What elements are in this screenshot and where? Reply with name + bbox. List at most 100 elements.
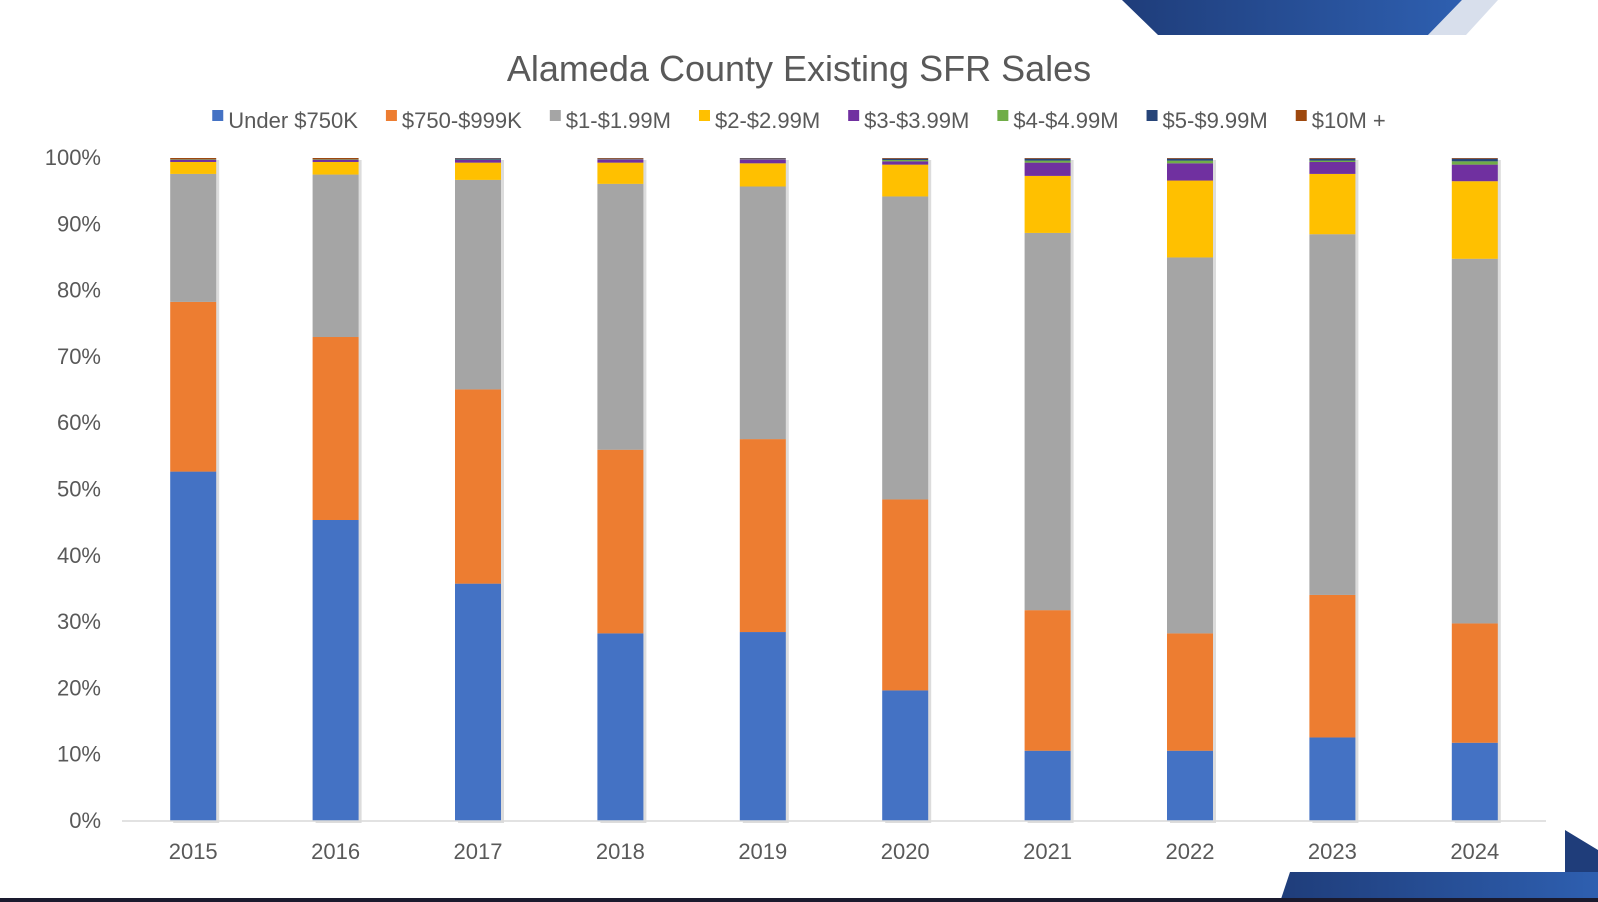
legend-item-2-2-99m: $2-$2.99M xyxy=(699,108,820,133)
bar-segment-under-750k-2016 xyxy=(313,520,359,821)
legend-item-3-3-99m: $3-$3.99M xyxy=(848,108,969,133)
legend-item-under-750k: Under $750K xyxy=(212,108,358,133)
bar-segment-2-2-99m-2024 xyxy=(1452,181,1498,259)
bar-stack-2023 xyxy=(1309,158,1358,823)
legend-label: $5-$9.99M xyxy=(1163,108,1268,133)
bar-segment-3-3-99m-2022 xyxy=(1167,163,1213,180)
y-tick-label: 40% xyxy=(57,543,101,568)
bar-segment-1-1-99m-2018 xyxy=(597,184,643,450)
bar-segment-3-3-99m-2016 xyxy=(313,160,359,162)
y-tick-label: 20% xyxy=(57,675,101,700)
legend-swatch xyxy=(550,110,561,121)
bar-segment-750-999k-2016 xyxy=(313,337,359,520)
legend-item-4-4-99m: $4-$4.99M xyxy=(997,108,1118,133)
legend-label: $1-$1.99M xyxy=(566,108,671,133)
legend-swatch xyxy=(386,110,397,121)
legend-label: $750-$999K xyxy=(402,108,522,133)
y-tick-label: 80% xyxy=(57,278,101,303)
bar-segment-2-2-99m-2019 xyxy=(740,163,786,186)
bar-segment-3-3-99m-2024 xyxy=(1452,165,1498,182)
bar-stack-2021 xyxy=(1025,158,1074,823)
bar-segment-750-999k-2021 xyxy=(1025,610,1071,751)
bar-segment-2-2-99m-2016 xyxy=(313,162,359,175)
bar-segment-1-1-99m-2020 xyxy=(882,196,928,499)
y-tick-label: 10% xyxy=(57,742,101,767)
bar-segment-2-2-99m-2015 xyxy=(170,162,216,174)
bar-segment-2-2-99m-2023 xyxy=(1309,174,1355,234)
bar-segment-1-1-99m-2021 xyxy=(1025,233,1071,610)
bar-segment-under-750k-2023 xyxy=(1309,737,1355,821)
x-tick-label: 2018 xyxy=(596,839,645,864)
y-tick-label: 30% xyxy=(57,609,101,634)
bar-segment-10m-2021 xyxy=(1025,158,1071,159)
bar-segment-5-9-99m-2023 xyxy=(1309,159,1355,161)
legend-swatch xyxy=(699,110,710,121)
bar-segment-1-1-99m-2022 xyxy=(1167,257,1213,633)
bar-segment-5-9-99m-2024 xyxy=(1452,159,1498,162)
bar-segment-2-2-99m-2018 xyxy=(597,163,643,184)
legend-label: $2-$2.99M xyxy=(715,108,820,133)
x-tick-label: 2021 xyxy=(1023,839,1072,864)
bar-segment-750-999k-2022 xyxy=(1167,633,1213,750)
bar-segment-4-4-99m-2021 xyxy=(1025,161,1071,163)
bar-segment-3-3-99m-2017 xyxy=(455,160,501,163)
y-tick-label: 0% xyxy=(69,808,101,833)
bar-stack-2022 xyxy=(1167,158,1216,823)
bar-segment-10m-2018 xyxy=(597,158,643,159)
bar-segment-5-9-99m-2020 xyxy=(882,159,928,160)
x-tick-label: 2016 xyxy=(311,839,360,864)
bar-segment-4-4-99m-2023 xyxy=(1309,161,1355,162)
chart-legend: Under $750K $750-$999K $1-$1.99M $2-$2.99M $… xyxy=(212,108,1385,133)
bar-segment-under-750k-2019 xyxy=(740,632,786,821)
legend-label: $10M + xyxy=(1312,108,1386,133)
bar-segment-3-3-99m-2020 xyxy=(882,161,928,164)
bar-segment-under-750k-2018 xyxy=(597,633,643,821)
x-tick-label: 2019 xyxy=(738,839,787,864)
bar-segment-under-750k-2022 xyxy=(1167,751,1213,821)
x-tick-label: 2024 xyxy=(1450,839,1499,864)
x-tick-label: 2015 xyxy=(169,839,218,864)
legend-label: $3-$3.99M xyxy=(864,108,969,133)
bar-segment-1-1-99m-2019 xyxy=(740,187,786,440)
legend-item-1-1-99m: $1-$1.99M xyxy=(550,108,671,133)
bar-segment-4-4-99m-2022 xyxy=(1167,161,1213,164)
x-tick-label: 2023 xyxy=(1308,839,1357,864)
bar-segment-750-999k-2015 xyxy=(170,302,216,472)
legend-label: Under $750K xyxy=(228,108,358,133)
bar-segment-2-2-99m-2020 xyxy=(882,165,928,197)
bar-stack-2019 xyxy=(740,158,789,823)
bar-stack-2024 xyxy=(1452,158,1501,823)
bar-segment-5-9-99m-2021 xyxy=(1025,159,1071,161)
bar-segment-10m-2022 xyxy=(1167,158,1213,159)
y-tick-label: 60% xyxy=(57,410,101,435)
bar-segment-750-999k-2019 xyxy=(740,439,786,632)
bar-segment-750-999k-2020 xyxy=(882,499,928,690)
bar-segment-1-1-99m-2016 xyxy=(313,175,359,337)
bar-segment-under-750k-2015 xyxy=(170,472,216,821)
legend-label: $4-$4.99M xyxy=(1013,108,1118,133)
bar-segment-750-999k-2017 xyxy=(455,389,501,583)
bar-segment-2-2-99m-2022 xyxy=(1167,181,1213,258)
x-tick-label: 2020 xyxy=(881,839,930,864)
legend-item-750-999k: $750-$999K xyxy=(386,108,522,133)
legend-item-10m: $10M + xyxy=(1296,108,1386,133)
legend-swatch xyxy=(997,110,1008,121)
bar-segment-under-750k-2024 xyxy=(1452,743,1498,821)
bar-segment-under-750k-2021 xyxy=(1025,751,1071,821)
legend-item-5-9-99m: $5-$9.99M xyxy=(1147,108,1268,133)
bar-segment-5-9-99m-2019 xyxy=(740,158,786,159)
bar-segment-3-3-99m-2023 xyxy=(1309,162,1355,174)
bar-segment-10m-2023 xyxy=(1309,158,1355,159)
legend-swatch xyxy=(848,110,859,121)
bar-segment-2-2-99m-2021 xyxy=(1025,176,1071,233)
x-axis: 2015 2016 2017 2018 2019 2020 2021 2022 2023 2024 xyxy=(169,839,1500,864)
y-tick-label: 100% xyxy=(45,145,101,170)
y-tick-label: 70% xyxy=(57,344,101,369)
bar-stack-2017 xyxy=(455,158,504,823)
legend-swatch xyxy=(1296,110,1307,121)
bar-segment-1-1-99m-2024 xyxy=(1452,259,1498,624)
bar-segment-10m-2024 xyxy=(1452,158,1498,159)
y-axis: 0%10%20%30%40%50%60%70%80%90%100% xyxy=(45,145,101,833)
legend-swatch xyxy=(1147,110,1158,121)
bar-stack-2018 xyxy=(597,158,646,823)
